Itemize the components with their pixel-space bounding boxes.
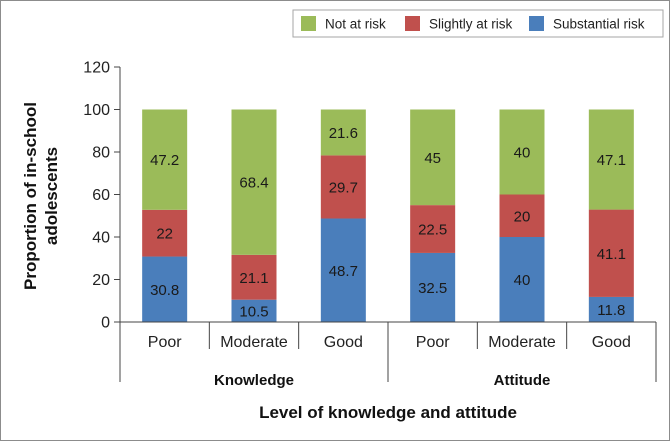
data-label: 21.6 — [329, 125, 358, 142]
data-label: 20 — [514, 208, 531, 225]
legend-box — [292, 9, 664, 38]
data-label: 40 — [514, 145, 531, 162]
data-label: 47.1 — [597, 152, 626, 169]
data-label: 48.7 — [329, 263, 358, 280]
bar-segment-slightly-at-risk-good — [320, 155, 366, 219]
bar-segment-substantial-risk-good — [588, 296, 634, 322]
legend-swatch-substantial-risk — [529, 16, 544, 31]
x-category-label: Poor — [148, 334, 182, 351]
bar-segment-not-at-risk-good — [320, 109, 366, 156]
legend-swatch-slightly-at-risk — [405, 16, 420, 31]
bar-segment-slightly-at-risk-poor — [142, 209, 188, 257]
x-category-label: Moderate — [488, 334, 556, 351]
bar-segment-slightly-at-risk-moderate — [499, 194, 545, 237]
bar-segment-substantial-risk-poor — [410, 252, 456, 322]
x-axis: Poor Moderate Good Poor Moderate Good Knowledg… — [119, 321, 657, 389]
legend-label-substantial-risk: Substantial risk — [553, 17, 645, 32]
y-tick-label: 100 — [83, 102, 110, 119]
data-label: 10.5 — [239, 303, 268, 320]
x-category-label: Moderate — [220, 334, 288, 351]
bar-segment-not-at-risk-poor — [410, 109, 456, 206]
bar-segment-slightly-at-risk-good — [588, 209, 634, 297]
bar-segment-substantial-risk-moderate — [231, 299, 277, 322]
bar-segment-substantial-risk-moderate — [499, 237, 545, 322]
y-tick-label: 120 — [83, 60, 110, 77]
y-tick-label: 20 — [92, 272, 110, 289]
data-label: 47.2 — [150, 152, 179, 169]
x-category-label: Poor — [416, 334, 450, 351]
data-label: 68.4 — [239, 175, 268, 192]
data-label: 45 — [424, 150, 441, 167]
y-axis-title: Proportion of in-school adolescents — [21, 102, 61, 290]
x-group-label-knowledge: Knowledge — [214, 372, 294, 389]
bar-segment-substantial-risk-good — [320, 218, 366, 322]
y-tick-label: 80 — [92, 145, 110, 162]
bar-segment-not-at-risk-moderate — [499, 109, 545, 195]
legend-swatch-not-at-risk — [301, 16, 316, 31]
bar-segment-not-at-risk-poor — [142, 109, 188, 210]
legend-label-slightly-at-risk: Slightly at risk — [429, 17, 513, 32]
data-label: 11.8 — [597, 302, 625, 319]
data-label: 32.5 — [418, 280, 447, 297]
data-label: 30.8 — [150, 282, 179, 299]
data-label: 40 — [514, 272, 531, 289]
bar-segment-slightly-at-risk-moderate — [231, 254, 277, 300]
data-label: 41.1 — [597, 246, 626, 263]
bars: 30.8 22 47.2 10.5 21.1 68.4 48.7 29.7 21.6 32.5 22… — [142, 109, 634, 322]
data-label: 29.7 — [329, 179, 358, 196]
bar-segment-not-at-risk-good — [588, 109, 634, 210]
y-tick-label: 40 — [92, 230, 110, 247]
x-group-label-attitude: Attitude — [494, 372, 551, 389]
x-category-label: Good — [324, 334, 363, 351]
data-label: 22.5 — [418, 222, 447, 239]
y-axis-title-line: Proportion of in-school — [21, 102, 40, 290]
bar-segment-substantial-risk-poor — [142, 256, 188, 322]
x-category-label: Good — [592, 334, 631, 351]
bar-segment-slightly-at-risk-poor — [410, 205, 456, 253]
data-label: 21.1 — [239, 270, 268, 287]
legend: Not at risk Slightly at risk Substantial r… — [292, 9, 664, 38]
x-axis-title: Level of knowledge and attitude — [259, 403, 517, 422]
data-label: 22 — [156, 226, 173, 243]
y-axis: 0 20 40 60 80 100 120 — [83, 60, 121, 332]
y-axis-title-line: adolescents — [42, 147, 61, 245]
legend-label-not-at-risk: Not at risk — [325, 17, 386, 32]
bar-segment-not-at-risk-moderate — [231, 109, 277, 255]
y-tick-label: 60 — [92, 187, 110, 204]
y-tick-label: 0 — [101, 315, 110, 332]
